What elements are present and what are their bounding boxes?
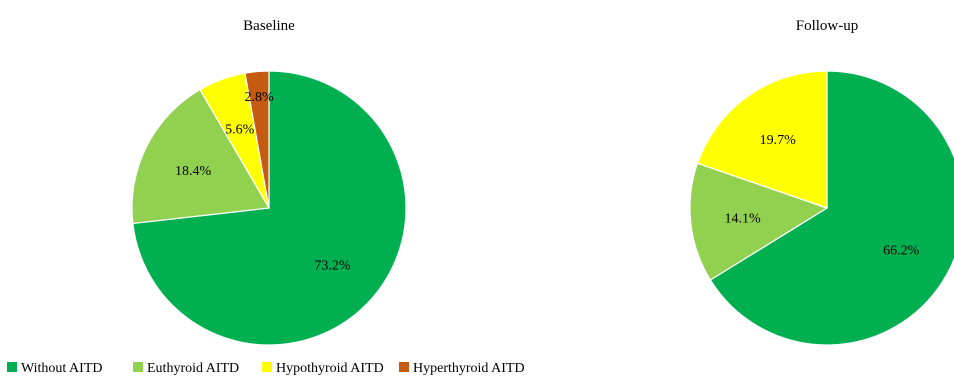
legend-swatch-euthyroid-aitd <box>133 362 143 372</box>
baseline-chart-title: Baseline <box>243 18 295 34</box>
slice-label-hypothyroid-aitd: 5.6% <box>225 122 255 137</box>
followup-pie: 66.2% 14.1% 19.7% <box>689 70 954 346</box>
slice-label-without-aitd: 66.2% <box>883 243 920 258</box>
legend-swatch-without-aitd <box>7 362 17 372</box>
slice-euthyroid-aitd <box>689 162 829 281</box>
legend-swatch-hyperthyroid-aitd <box>399 362 409 372</box>
legend-label-hypothyroid-aitd: Hypothyroid AITD <box>276 361 384 376</box>
slice-hypothyroid-aitd <box>696 70 828 209</box>
legend-swatch-hypothyroid-aitd <box>262 362 272 372</box>
followup-chart-title: Follow-up <box>796 18 859 34</box>
slice-label-hypothyroid-aitd: 19.7% <box>760 133 797 148</box>
slice-without-aitd <box>709 70 954 346</box>
baseline-pie: 73.2% 18.4% 5.6% 2.8% <box>131 70 407 346</box>
slice-hyperthyroid-aitd <box>244 70 270 209</box>
slice-label-euthyroid-aitd: 18.4% <box>175 164 212 179</box>
slice-euthyroid-aitd <box>131 88 270 225</box>
legend-label-euthyroid-aitd: Euthyroid AITD <box>147 361 239 376</box>
legend-label-hyperthyroid-aitd: Hyperthyroid AITD <box>413 361 525 376</box>
slice-label-without-aitd: 73.2% <box>314 259 351 274</box>
slice-label-hyperthyroid-aitd: 2.8% <box>245 90 275 105</box>
legend: Without AITD Euthyroid AITD Hypothyroid … <box>7 361 525 376</box>
legend-label-without-aitd: Without AITD <box>21 361 102 376</box>
slice-label-euthyroid-aitd: 14.1% <box>725 211 762 226</box>
